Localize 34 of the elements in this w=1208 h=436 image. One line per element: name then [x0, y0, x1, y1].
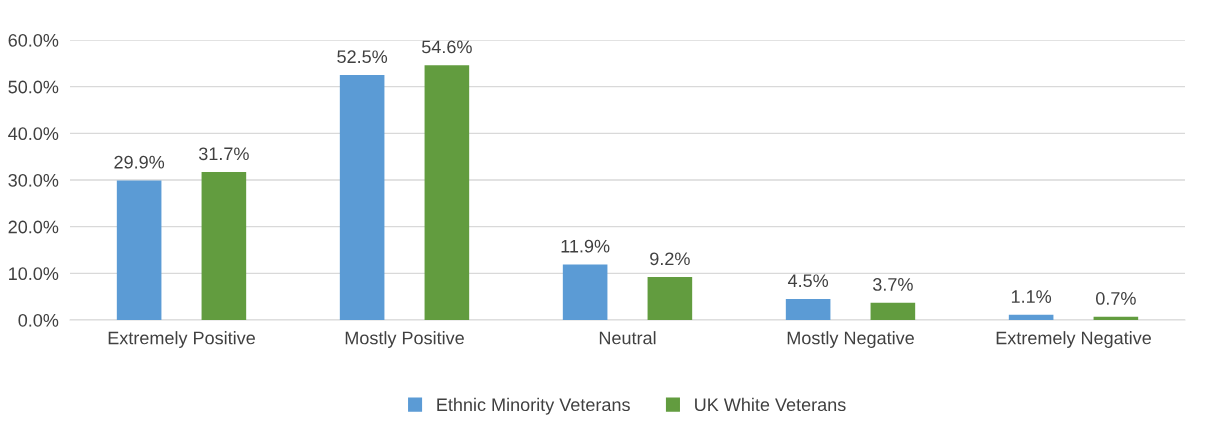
y-tick-label: 40.0%: [8, 127, 59, 141]
data-label: 3.7%: [872, 278, 913, 291]
bar: [1008, 314, 1054, 320]
y-tick-label: 30.0%: [8, 173, 59, 187]
bar: [424, 65, 470, 320]
data-label: 9.2%: [650, 252, 690, 266]
y-tick-label: 60.0%: [8, 33, 59, 47]
bar: [201, 172, 247, 320]
legend-label: UK White Veterans: [695, 397, 846, 412]
data-label: 11.9%: [561, 239, 610, 253]
x-tick-label: Neutral: [599, 331, 656, 345]
legend-label: Ethnic Minority Veterans: [437, 397, 630, 415]
bar: [647, 277, 693, 320]
bar: [562, 264, 608, 320]
bar: [339, 75, 385, 320]
y-tick-label: 50.0%: [8, 80, 59, 94]
x-tick-label: Extremely Positive: [108, 331, 255, 348]
data-label: 31.7%: [198, 147, 249, 161]
y-tick-label: 20.0%: [8, 220, 59, 234]
y-tick-label: 0.0%: [18, 313, 59, 327]
data-label: 0.7%: [1096, 292, 1136, 305]
data-label: 52.5%: [337, 50, 388, 64]
x-tick-label: Mostly Negative: [787, 331, 914, 348]
x-tick-label: Extremely Negative: [996, 331, 1151, 348]
data-label: 29.9%: [114, 155, 165, 169]
bar: [870, 302, 916, 320]
x-tick-label: Mostly Positive: [345, 331, 464, 348]
data-label: 1.1%: [1011, 290, 1052, 303]
data-label: 4.5%: [787, 274, 829, 288]
bar: [1093, 316, 1139, 320]
bar: [785, 299, 831, 320]
bar: [116, 180, 162, 320]
y-tick-label: 10.0%: [9, 267, 59, 281]
data-label: 54.6%: [422, 40, 472, 54]
